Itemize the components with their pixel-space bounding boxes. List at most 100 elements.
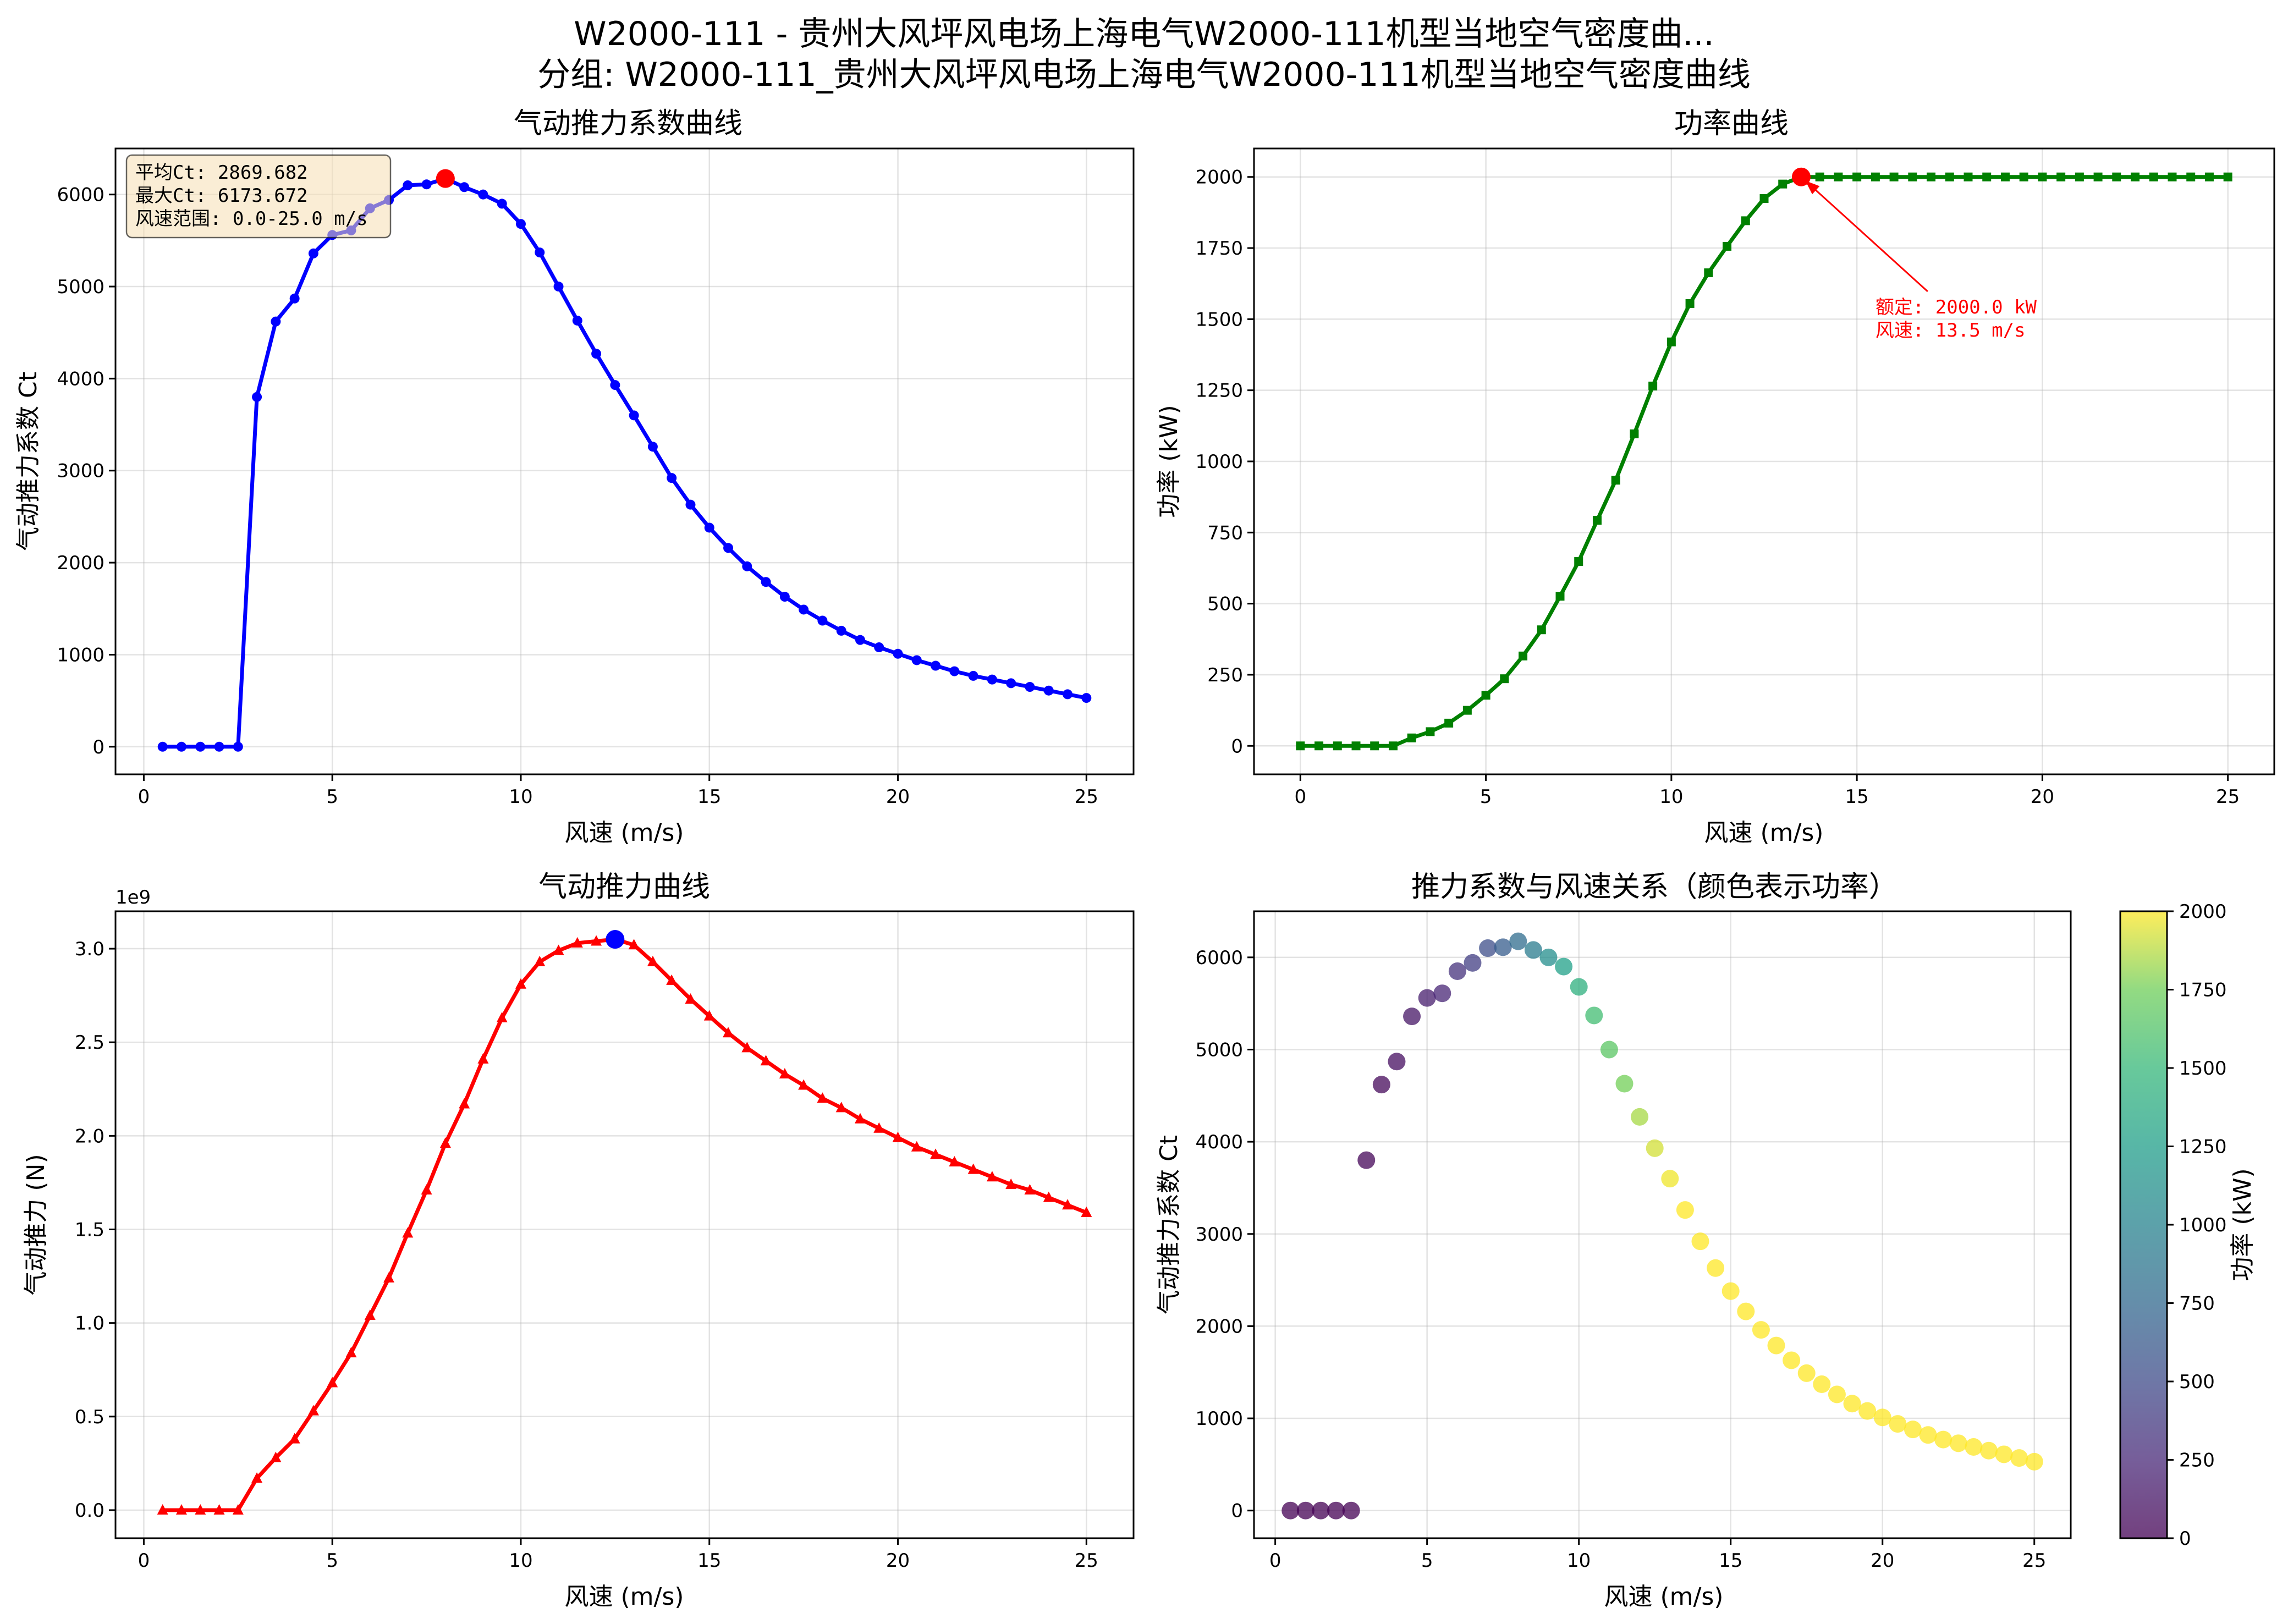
thrust-data-point	[1081, 1206, 1092, 1217]
scatter-data-point	[1722, 1282, 1740, 1300]
power-y-tick-label: 1750	[1195, 238, 1243, 260]
scatter-chart-title: 推力系数与风速关系（颜色表示功率）	[1411, 871, 1898, 904]
ct-data-point	[572, 315, 582, 326]
thrust-plot-frame	[114, 910, 1135, 1539]
power-data-point	[1574, 557, 1583, 566]
scatter-data-point	[1479, 939, 1497, 957]
ct-data-point	[742, 561, 752, 571]
thrust-data-point	[515, 978, 526, 989]
scatter-data-point	[1934, 1430, 1953, 1449]
thrust-data-point	[345, 1347, 357, 1358]
thrust-data-point	[817, 1092, 828, 1103]
ct-stats-max: 最大Ct: 6173.672	[135, 185, 308, 207]
colorbar-tick-label: 500	[2179, 1371, 2215, 1393]
scatter-data-point	[1312, 1501, 1330, 1520]
scatter-data-point	[1889, 1415, 1907, 1433]
thrust-data-point	[685, 993, 696, 1004]
scatter-data-point	[1433, 984, 1451, 1003]
scatter-data-point	[1357, 1151, 1376, 1169]
scatter-data-point	[1691, 1232, 1709, 1251]
power-data-point	[2149, 172, 2158, 181]
power-x-tick-label: 15	[1845, 786, 1869, 808]
power-data-point	[2223, 172, 2232, 181]
thrust-data-point	[421, 1184, 432, 1195]
power-y-tick-label: 250	[1207, 664, 1243, 686]
ct-stats-box: 平均Ct: 2869.682 最大Ct: 6173.672 风速范围: 0.0-…	[125, 154, 392, 239]
power-x-axis-label: 风速 (m/s)	[1704, 819, 1824, 847]
power-data-point	[1685, 299, 1695, 308]
colorbar-tick-label: 1250	[2179, 1136, 2227, 1158]
ct-data-point	[515, 219, 526, 229]
thrust-data-point	[383, 1271, 395, 1282]
power-data-point	[1426, 727, 1435, 736]
scatter-x-axis-label: 风速 (m/s)	[1604, 1583, 1724, 1611]
scatter-data-point	[1949, 1434, 1967, 1452]
power-data-point	[1723, 241, 1732, 251]
thrust-curve-panel: 气动推力曲线 0 5 10 15 20 25 0.0 0.5 1.0 1.5 2.0 2.5 3.0 1…	[22, 871, 1135, 1611]
thrust-y-tick-label: 2.5	[75, 1032, 105, 1054]
power-data-point	[2000, 172, 2010, 181]
ct-data-point	[271, 316, 281, 327]
scatter-data-point	[1494, 938, 1512, 956]
ct-x-tick-label: 15	[697, 786, 721, 808]
ct-y-tick-label: 1000	[57, 644, 105, 666]
scatter-data-point	[1707, 1259, 1725, 1277]
colorbar	[2119, 910, 2168, 1539]
scatter-data-point	[1843, 1395, 1861, 1413]
power-data-point	[2056, 172, 2066, 181]
scatter-data-point	[1979, 1441, 1998, 1460]
power-y-tick-label: 750	[1207, 522, 1243, 544]
power-rated-label: 额定: 2000.0 kW	[1876, 296, 2037, 318]
colorbar-tick-label: 0	[2179, 1528, 2191, 1550]
scatter-data-point	[1539, 948, 1558, 966]
power-x-tick-label: 25	[2216, 786, 2240, 808]
ct-data-point	[157, 741, 168, 752]
power-rated-wind-label: 风速: 13.5 m/s	[1876, 320, 2026, 342]
scatter-y-tick-label: 5000	[1195, 1039, 1243, 1061]
scatter-data-point	[1797, 1364, 1816, 1382]
ct-x-tick-label: 10	[509, 786, 532, 808]
scatter-data-point	[1646, 1139, 1664, 1157]
power-data-point	[2204, 172, 2214, 181]
scatter-y-tick-label: 4000	[1195, 1131, 1243, 1153]
power-data-point	[2038, 172, 2047, 181]
thrust-data-point	[835, 1102, 847, 1113]
scatter-data-point	[2010, 1449, 2028, 1467]
ct-data-point	[911, 655, 922, 665]
power-data-point	[1982, 172, 1992, 181]
ct-data-point	[1063, 689, 1073, 700]
colorbar-tick-label: 750	[2179, 1293, 2215, 1315]
thrust-data-point	[175, 1504, 187, 1515]
ct-data-point	[968, 670, 978, 681]
thrust-data-point	[251, 1472, 263, 1483]
scatter-data-point	[1464, 954, 1482, 972]
scatter-x-tick-label: 5	[1421, 1550, 1433, 1572]
ct-y-tick-label: 6000	[57, 184, 105, 206]
thrust-data-point	[213, 1504, 225, 1515]
scatter-data-point	[1524, 941, 1542, 959]
scatter-y-tick-label: 1000	[1195, 1408, 1243, 1430]
thrust-data-point	[986, 1171, 998, 1182]
ct-stats-mean: 平均Ct: 2869.682	[135, 162, 308, 184]
thrust-data-point	[911, 1141, 922, 1152]
power-data-point	[1611, 476, 1620, 485]
scatter-data-point	[1372, 1076, 1390, 1094]
thrust-data-point	[703, 1010, 715, 1021]
thrust-x-tick-label: 10	[509, 1550, 532, 1572]
power-data-point	[1630, 429, 1639, 438]
thrust-data-point	[628, 939, 640, 950]
ct-stats-range: 风速范围: 0.0-25.0 m/s	[135, 208, 368, 230]
power-data-point	[1704, 268, 1713, 278]
thrust-y-offset-label: 1e9	[116, 887, 151, 909]
ct-data-point	[195, 741, 206, 752]
thrust-x-tick-label: 0	[138, 1550, 150, 1572]
power-y-tick-label: 500	[1207, 593, 1243, 615]
power-data-point	[1741, 216, 1750, 225]
ct-chart-title: 气动推力系数曲线	[514, 107, 743, 140]
ct-data-point	[893, 648, 903, 659]
thrust-data-point	[892, 1131, 904, 1142]
ct-data-point	[289, 293, 300, 304]
thrust-data-point	[760, 1055, 772, 1066]
power-data-point	[2168, 172, 2177, 181]
